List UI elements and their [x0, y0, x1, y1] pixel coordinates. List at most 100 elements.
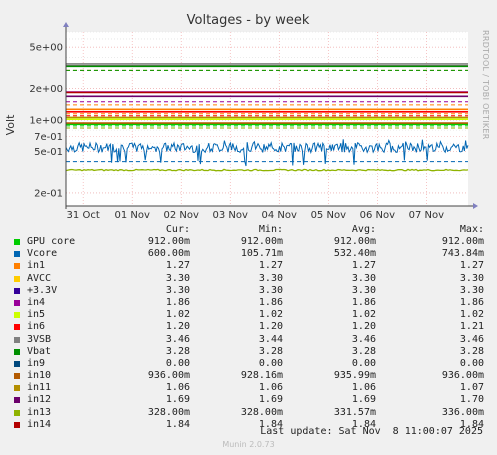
x-tick-label: 31 Oct [67, 210, 100, 221]
col-cur: Cur: [165, 224, 190, 235]
legend-item: in10 936.00m 928.16m 935.99m 936.00m [12, 370, 490, 382]
legend-max: 0.00 [459, 357, 484, 369]
series-line-Vcore [65, 139, 469, 167]
legend-avg: 1.06 [351, 382, 376, 394]
x-tick-label: 05 Nov [311, 210, 347, 221]
legend-item: in12 1.69 1.69 1.69 1.70 [12, 394, 490, 406]
x-tick-label: 07 Nov [409, 210, 445, 221]
legend-name: in12 [27, 394, 52, 406]
legend-max: 3.30 [459, 284, 484, 296]
legend-min: 3.28 [258, 345, 283, 357]
legend-cur: 3.28 [165, 345, 190, 357]
legend-name: +3.3V [27, 284, 58, 296]
legend-max: 1.21 [459, 321, 484, 333]
legend-name: in11 [27, 382, 52, 394]
legend-max: 3.28 [459, 345, 484, 357]
legend-min: 3.44 [258, 333, 283, 345]
x-tick-labels: 31 Oct 01 Nov 02 Nov 03 Nov 04 Nov 05 Nov 06 N… [67, 210, 445, 221]
last-update: Last update: Sat Nov 8 11:00:07 2025 [260, 426, 483, 437]
legend-cur: 3.30 [165, 272, 190, 284]
legend-item: in9 0.00 0.00 0.00 0.00 [12, 358, 490, 370]
legend-max: 1.07 [459, 382, 484, 394]
legend-max: 3.46 [459, 333, 484, 345]
legend-cur: 1.27 [165, 260, 190, 272]
chart-title: Voltages - by week [187, 13, 310, 28]
x-tick-label: 01 Nov [114, 210, 150, 221]
legend-avg: 1.20 [351, 321, 376, 333]
legend-cur: 1.69 [165, 394, 190, 406]
legend-name: in10 [27, 370, 52, 382]
legend-cur: 936.00m [147, 370, 190, 382]
legend-item: +3.3V 3.30 3.30 3.30 3.30 [12, 285, 490, 297]
legend-avg: 912.00m [333, 236, 376, 247]
legend-min: 1.27 [258, 260, 283, 272]
munin-version: Munin 2.0.73 [222, 440, 275, 449]
x-tick-label: 04 Nov [262, 210, 298, 221]
legend-max: 1.27 [459, 260, 484, 272]
legend-min: 1.84 [258, 418, 283, 430]
legend-swatch [14, 397, 20, 404]
legend-avg: 331.57m [333, 406, 376, 418]
legend-item: in11 1.06 1.06 1.06 1.07 [12, 382, 490, 394]
legend-cur: 3.46 [165, 333, 190, 345]
legend-min: 0.00 [258, 357, 283, 369]
legend-cur: 1.84 [165, 418, 190, 430]
legend-item: Vbat 3.28 3.28 3.28 3.28 [12, 346, 490, 358]
y-axis-arrow [63, 22, 69, 27]
legend-swatch [14, 312, 20, 319]
legend-avg: 3.30 [351, 272, 376, 284]
legend-swatch [14, 348, 20, 355]
series-lines [65, 63, 469, 172]
legend-rows: GPU core 912.00m 912.00m 912.00m 912.00m Vcor… [12, 236, 490, 431]
x-tick-label: 02 Nov [163, 210, 199, 221]
legend-min: 1.02 [258, 309, 283, 321]
legend-swatch [14, 385, 20, 392]
legend-avg: 1.27 [351, 260, 376, 272]
y-axis-label: Volt [4, 114, 17, 135]
legend-item: GPU core 912.00m 912.00m 912.00m 912.00m [12, 236, 490, 248]
legend-swatch [14, 287, 20, 294]
legend-name: in13 [27, 406, 52, 418]
legend-item: in14 1.84 1.84 1.84 1.84 [12, 419, 490, 431]
legend-swatch [14, 324, 20, 331]
y-tick-label: 5e-01 [34, 147, 63, 158]
legend-item: AVCC 3.30 3.30 3.30 3.30 [12, 273, 490, 285]
legend-item: in5 1.02 1.02 1.02 1.02 [12, 309, 490, 321]
legend-avg: 3.46 [351, 333, 376, 345]
legend-cur: 1.02 [165, 309, 190, 321]
legend-name: in1 [27, 260, 46, 272]
legend-name: in5 [27, 309, 46, 321]
col-avg: Avg: [351, 224, 376, 235]
legend-max: 3.30 [459, 272, 484, 284]
legend-cur: 600.00m [147, 248, 190, 260]
legend-header: Cur: Min: Avg: Max: [12, 224, 490, 236]
legend-name: in14 [27, 418, 52, 430]
legend-swatch [14, 275, 20, 282]
legend-swatch [14, 409, 20, 416]
legend-max: 1.02 [459, 309, 484, 321]
legend-avg: 1.69 [351, 394, 376, 406]
legend-name: in9 [27, 357, 46, 369]
axes [63, 22, 478, 209]
x-tick-label: 03 Nov [213, 210, 249, 221]
y-tick-label: 2e-01 [34, 188, 63, 199]
legend-min: 3.30 [258, 272, 283, 284]
legend-max: 743.84m [441, 248, 484, 260]
legend-avg: 1.86 [351, 296, 376, 308]
legend-avg: 1.84 [351, 418, 376, 430]
y-tick-label: 5e+00 [29, 43, 63, 54]
legend-avg: 0.00 [351, 357, 376, 369]
legend-cur: 3.30 [165, 284, 190, 296]
legend-cur: 0.00 [165, 357, 190, 369]
legend-cur: 1.20 [165, 321, 190, 333]
legend-min: 1.20 [258, 321, 283, 333]
y-tick-label: 2e+00 [29, 84, 63, 95]
legend-name: AVCC [27, 272, 52, 284]
legend-max: 336.00m [441, 406, 484, 418]
legend-max: 936.00m [441, 370, 484, 382]
col-min: Min: [258, 224, 283, 235]
legend-item: in6 1.20 1.20 1.20 1.21 [12, 321, 490, 333]
legend-avg: 532.40m [333, 248, 376, 260]
legend-avg: 935.99m [333, 370, 376, 382]
legend-min: 1.69 [258, 394, 283, 406]
